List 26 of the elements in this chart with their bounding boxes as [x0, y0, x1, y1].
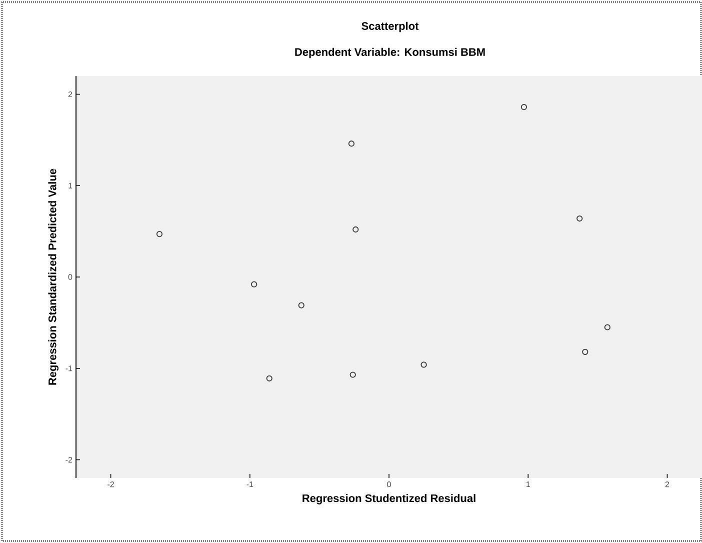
x-axis-title: Regression Studentized Residual [302, 494, 476, 504]
point [348, 140, 354, 147]
point [156, 231, 163, 238]
point [251, 281, 258, 288]
x-tick-label: 1 [526, 482, 530, 488]
y-axis-title: Regression Standardized Predicted Value [48, 168, 58, 385]
y-tick-label: 0 [68, 274, 72, 280]
y-tick-label: 2 [68, 91, 72, 98]
point [604, 324, 610, 330]
chart-subtitle: Dependent Variable: Konsumsi BBM [295, 48, 485, 58]
chart-title: Scatterplot [362, 22, 419, 32]
x-tick-label: 0 [387, 482, 391, 488]
y-tick-label: 1 [68, 182, 72, 188]
point [352, 226, 359, 233]
x-tick-label: -2 [108, 482, 114, 488]
x-tick-label: 2 [665, 482, 670, 488]
point [582, 348, 588, 355]
point [420, 362, 427, 368]
y-tick-label: -1 [66, 366, 72, 372]
point [266, 375, 272, 382]
y-tick-label: -2 [66, 456, 72, 463]
point [520, 104, 527, 110]
point [576, 215, 583, 222]
x-tick-label: -1 [246, 482, 254, 488]
point [350, 372, 356, 378]
point [298, 302, 304, 308]
